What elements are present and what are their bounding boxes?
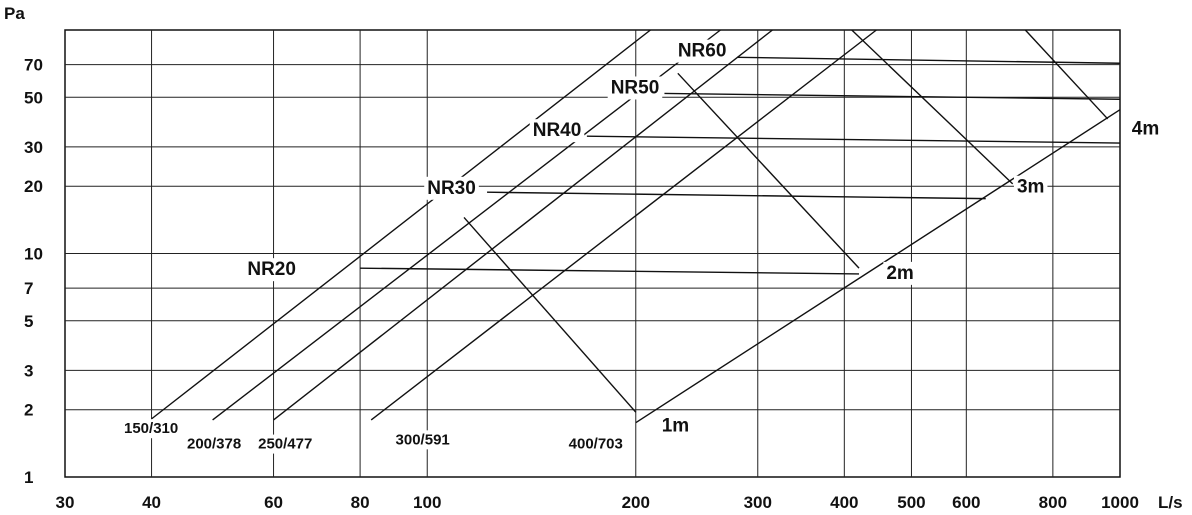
duct-line xyxy=(151,29,651,420)
x-tick-label: 500 xyxy=(897,493,925,512)
nr-label-bg xyxy=(607,76,663,100)
nr-label: NR30 xyxy=(427,178,476,199)
nr-label-bg xyxy=(244,258,299,282)
x-tick-label: 1000 xyxy=(1101,493,1139,512)
throw-label: 4m xyxy=(1132,119,1159,140)
throw-label-bg xyxy=(1013,175,1048,199)
x-tick-label: 40 xyxy=(142,493,161,512)
nr-curve xyxy=(487,191,986,200)
size-label: 250/477 xyxy=(258,436,312,453)
size-label-bg xyxy=(392,430,453,450)
nr-label-bg xyxy=(424,176,479,200)
throw-label: 1m xyxy=(662,415,689,436)
nr-curve xyxy=(736,56,1121,64)
nr-curve xyxy=(360,267,860,275)
y-axis-unit: Pa xyxy=(4,4,25,23)
size-label-bg xyxy=(183,434,245,454)
x-tick-label: 100 xyxy=(413,493,441,512)
nr-curve xyxy=(586,135,1121,144)
throw-label-bg xyxy=(883,261,917,285)
nr-label: NR60 xyxy=(678,41,727,62)
y-tick-label: 7 xyxy=(24,279,33,298)
x-tick-label: 600 xyxy=(952,493,980,512)
x-tick-label: 400 xyxy=(830,493,858,512)
nr-label-bg xyxy=(674,39,730,63)
throw-line xyxy=(851,29,1014,185)
y-tick-label: 3 xyxy=(24,361,33,380)
size-label: 200/378 xyxy=(187,436,241,453)
size-label: 400/703 xyxy=(569,436,623,453)
ticks-group: 30 40 60 80 100 200 300 400 500 600 800 1000 1 2 3 5 7 10… xyxy=(24,56,1139,512)
size-label-bg xyxy=(121,419,182,439)
x-tick-label: 80 xyxy=(351,493,370,512)
y-tick-label: 30 xyxy=(24,138,43,157)
size-label-bg xyxy=(255,434,316,454)
y-tick-label: 20 xyxy=(24,177,43,196)
y-tick-label: 2 xyxy=(24,401,33,420)
y-tick-label: 10 xyxy=(24,245,43,264)
nr-label-bg xyxy=(529,119,585,143)
y-tick-label: 50 xyxy=(24,88,43,107)
throw-label-bg xyxy=(1128,117,1163,141)
y-tick-label: 1 xyxy=(24,468,33,487)
size-label-bg xyxy=(565,434,626,454)
size-label: 300/591 xyxy=(396,431,450,448)
x-tick-label: 60 xyxy=(264,493,283,512)
y-tick-label: 70 xyxy=(24,56,43,75)
grid xyxy=(65,30,1120,477)
throw-label: 3m xyxy=(1017,177,1044,198)
labels-group: NR20 NR30 NR40 NR50 NR60 1m 2m 3m 4m 150/310 200/3… xyxy=(121,39,1163,454)
x-tick-label: 800 xyxy=(1039,493,1067,512)
throw-line xyxy=(677,72,860,269)
throw-label: 2m xyxy=(886,263,913,284)
duct-line xyxy=(635,109,1121,424)
throw-line xyxy=(463,216,637,413)
y-tick-label: 5 xyxy=(24,312,33,331)
throw-label-bg xyxy=(658,414,693,438)
x-tick-label: 300 xyxy=(744,493,772,512)
duct-line xyxy=(273,29,773,421)
nr-label: NR20 xyxy=(247,259,296,280)
size-label: 150/310 xyxy=(124,420,178,437)
throw-line xyxy=(1024,29,1109,120)
series-group xyxy=(151,29,1121,424)
x-tick-label: 30 xyxy=(56,493,75,512)
nr-label: NR50 xyxy=(611,77,660,98)
x-axis-unit: L/s xyxy=(1158,493,1183,512)
nr-label: NR40 xyxy=(533,120,582,141)
x-tick-label: 200 xyxy=(622,493,650,512)
nr-curve xyxy=(664,92,1121,100)
